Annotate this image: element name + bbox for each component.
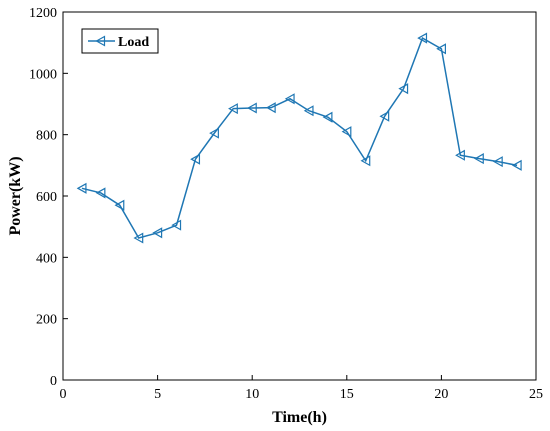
y-tick-label: 400 xyxy=(36,251,57,266)
series-line-load xyxy=(81,36,518,239)
series-layer xyxy=(76,32,522,244)
y-tick-label: 1200 xyxy=(29,6,57,21)
x-tick-label: 10 xyxy=(245,387,259,402)
data-point xyxy=(95,187,106,199)
data-point xyxy=(284,93,295,105)
x-axis-title: Time(h) xyxy=(272,409,327,426)
data-point xyxy=(379,110,390,122)
data-point xyxy=(436,43,446,55)
y-tick-label: 800 xyxy=(36,129,57,144)
y-axis-title: Power(kW) xyxy=(7,156,24,235)
y-tick-label: 1000 xyxy=(29,67,57,82)
data-point xyxy=(492,156,503,168)
data-point xyxy=(417,32,428,44)
data-point xyxy=(341,126,352,138)
y-axis: 0 200 400 600 800 1000 1200 xyxy=(29,6,68,389)
data-point xyxy=(171,219,182,231)
y-tick-label: 600 xyxy=(36,190,57,205)
x-tick-label: 15 xyxy=(340,387,354,402)
legend-label: Load xyxy=(118,35,149,50)
data-point xyxy=(455,149,465,161)
x-axis: 0 5 10 15 20 25 xyxy=(60,375,543,402)
data-point xyxy=(246,102,257,114)
data-point xyxy=(76,182,87,194)
x-tick-label: 25 xyxy=(529,387,543,402)
data-point xyxy=(152,227,163,239)
data-point xyxy=(322,111,333,123)
plot-frame xyxy=(62,11,537,381)
data-point xyxy=(303,105,314,117)
data-point xyxy=(511,159,522,171)
data-point xyxy=(398,83,409,95)
x-tick-label: 5 xyxy=(154,387,161,402)
y-tick-label: 0 xyxy=(50,374,57,389)
data-point xyxy=(474,153,484,165)
data-point xyxy=(114,199,125,211)
legend-marker xyxy=(95,35,106,47)
data-point xyxy=(228,103,238,115)
y-tick-label: 200 xyxy=(36,313,57,328)
data-point xyxy=(360,155,371,167)
data-point xyxy=(265,102,276,114)
data-point xyxy=(209,127,219,139)
plot-area xyxy=(62,11,537,381)
data-point xyxy=(190,153,201,165)
x-tick-label: 20 xyxy=(434,387,448,402)
legend: Load xyxy=(81,28,159,54)
data-point xyxy=(133,232,144,244)
x-tick-label: 0 xyxy=(60,387,67,402)
